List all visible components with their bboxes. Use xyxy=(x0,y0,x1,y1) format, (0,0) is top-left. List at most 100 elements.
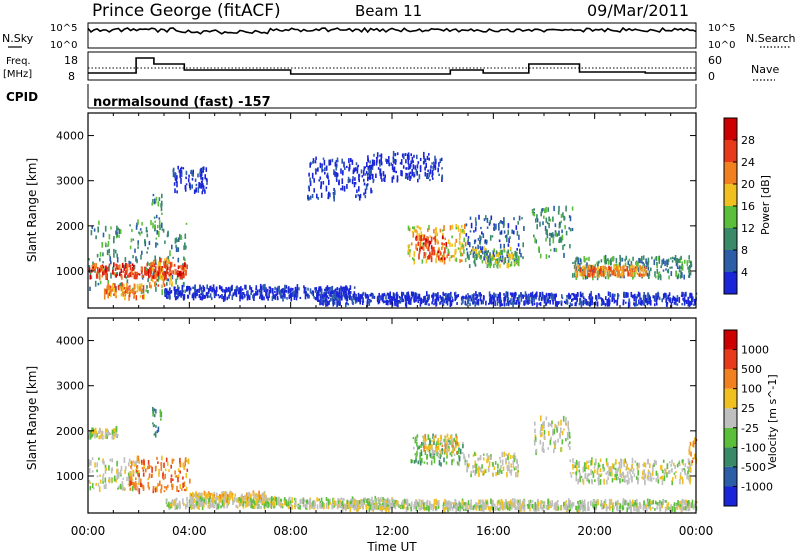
data-cell xyxy=(334,171,336,177)
data-cell xyxy=(156,230,158,235)
data-cell xyxy=(147,481,150,488)
data-cell xyxy=(226,296,228,301)
data-cell xyxy=(155,237,158,240)
data-cell xyxy=(550,293,553,296)
data-cell xyxy=(426,454,429,459)
data-cell xyxy=(325,289,328,294)
data-cell xyxy=(299,296,302,299)
data-cell xyxy=(441,246,443,250)
data-cell xyxy=(291,500,294,504)
data-cell xyxy=(552,216,554,222)
data-cell xyxy=(124,294,126,301)
data-cell xyxy=(351,159,354,165)
data-cell xyxy=(296,287,298,292)
data-cell xyxy=(96,475,99,478)
data-cell xyxy=(626,479,628,482)
data-cell xyxy=(364,292,367,297)
data-cell xyxy=(92,266,94,269)
data-cell xyxy=(210,498,212,503)
data-cell xyxy=(669,266,671,269)
data-cell xyxy=(142,469,145,472)
data-cell xyxy=(92,427,94,431)
data-cell xyxy=(488,291,491,297)
data-cell xyxy=(352,293,355,298)
data-cell xyxy=(353,286,356,289)
data-cell xyxy=(119,469,122,475)
data-cell xyxy=(158,217,161,220)
data-cell xyxy=(247,501,250,507)
data-cell xyxy=(548,430,550,436)
data-cell xyxy=(262,498,265,502)
data-cell xyxy=(458,461,460,467)
data-cell xyxy=(130,465,132,469)
data-cell xyxy=(476,300,478,305)
data-cell xyxy=(513,299,516,305)
data-cell xyxy=(435,158,437,165)
data-cell xyxy=(505,302,508,306)
data-cell xyxy=(496,301,499,306)
data-cell xyxy=(458,454,460,458)
data-cell xyxy=(669,298,671,303)
data-cell xyxy=(240,286,242,291)
data-cell xyxy=(445,245,448,249)
data-cell xyxy=(366,504,368,511)
colorbar-tick-label: 4 xyxy=(741,266,748,279)
data-cell xyxy=(500,470,503,474)
data-cell xyxy=(633,302,635,306)
data-cell xyxy=(433,435,435,442)
data-cell xyxy=(658,271,661,274)
data-cell xyxy=(145,226,148,233)
data-cell xyxy=(692,457,694,460)
data-cell xyxy=(343,287,345,293)
data-cell xyxy=(509,292,512,296)
data-cell xyxy=(510,471,512,476)
data-cell xyxy=(322,300,325,303)
data-cell xyxy=(323,159,326,166)
data-cell xyxy=(409,165,411,169)
data-cell xyxy=(569,216,572,222)
data-cell xyxy=(274,502,276,508)
data-cell xyxy=(403,153,405,160)
data-cell xyxy=(447,293,450,298)
data-cell xyxy=(115,426,118,432)
data-cell xyxy=(261,494,263,498)
data-cell xyxy=(427,176,429,180)
data-cell xyxy=(608,301,611,307)
data-cell xyxy=(520,253,522,258)
data-cell xyxy=(391,300,393,303)
data-cell xyxy=(417,225,419,229)
data-cell xyxy=(134,484,136,489)
data-cell xyxy=(571,206,574,211)
data-cell xyxy=(536,291,538,298)
data-cell xyxy=(99,435,101,438)
data-cell xyxy=(638,257,640,264)
data-cell xyxy=(146,285,148,289)
data-cell xyxy=(614,293,616,297)
data-cell xyxy=(433,161,435,168)
data-cell xyxy=(542,294,544,300)
data-cell xyxy=(128,462,130,467)
data-cell xyxy=(148,282,151,288)
data-cell xyxy=(432,177,434,180)
data-cell xyxy=(530,503,533,508)
data-cell xyxy=(423,252,426,257)
data-cell xyxy=(98,273,101,280)
data-cell xyxy=(542,221,544,226)
data-cell xyxy=(454,242,456,248)
data-cell xyxy=(141,290,144,293)
data-cell xyxy=(466,254,469,259)
data-cell xyxy=(475,468,477,474)
data-cell xyxy=(334,189,336,196)
data-cell xyxy=(170,464,172,469)
data-cell xyxy=(343,498,345,501)
data-cell xyxy=(688,460,691,465)
data-cell xyxy=(623,461,625,467)
data-cell xyxy=(687,301,690,307)
data-cell xyxy=(479,250,482,253)
data-cell xyxy=(241,288,244,291)
data-cell xyxy=(681,265,684,271)
data-cell xyxy=(586,257,588,261)
data-cell xyxy=(693,437,696,443)
data-cell xyxy=(443,225,445,231)
data-cell xyxy=(140,231,143,234)
